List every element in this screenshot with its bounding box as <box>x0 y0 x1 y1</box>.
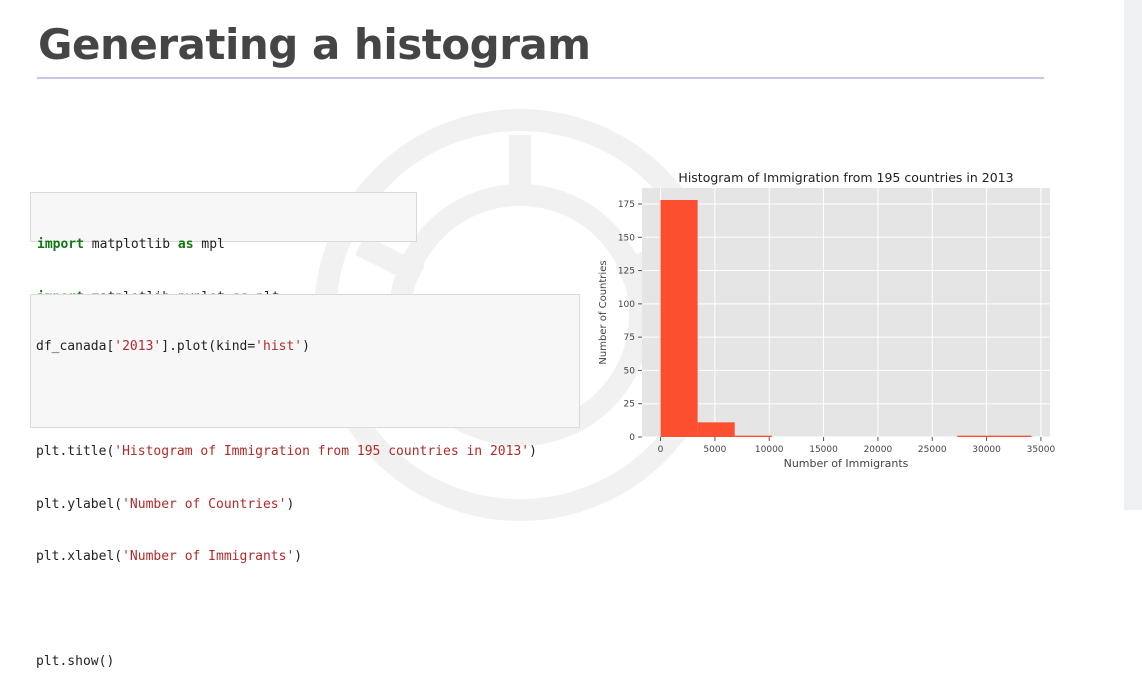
code-cell-imports[interactable]: import matplotlib as mpl import matplotl… <box>30 192 417 305</box>
histogram-chart: 0 5000 10000 15000 20000 25000 30000 35000 0 25 5… <box>598 170 1056 470</box>
histogram-bars <box>660 199 1032 437</box>
x-axis-ticks: 0 5000 10000 15000 20000 25000 30000 35000 <box>658 437 1056 455</box>
histogram-bar <box>697 422 735 437</box>
code-line-ylabel: plt.ylabel('Number of Countries') <box>36 496 295 512</box>
plot-area <box>642 188 1050 437</box>
y-tick-label: 25 <box>624 400 635 410</box>
code-line-title: plt.title('Histogram of Immigration from… <box>36 444 537 459</box>
code-line-show: plt.show() <box>36 654 115 669</box>
y-tick-label: 175 <box>618 200 635 210</box>
x-tick-label: 0 <box>658 445 664 455</box>
y-tick-label: 75 <box>624 333 635 343</box>
y-axis-label: Number of Countries <box>598 260 609 364</box>
histogram-bar <box>660 199 698 437</box>
x-tick-label: 20000 <box>864 445 893 455</box>
code-line-xlabel: plt.xlabel('Number of Immigrants') <box>36 549 303 564</box>
code-cell-plot[interactable]: df_canada['2013'].plot(kind='hist') plt.… <box>30 294 580 669</box>
code-line-plot: df_canada['2013'].plot(kind='hist') <box>36 339 310 354</box>
x-axis-label: Number of Immigrants <box>784 457 909 470</box>
y-tick-label: 125 <box>618 267 635 277</box>
y-tick-label: 100 <box>618 300 635 310</box>
histogram-bar <box>734 435 772 437</box>
slide-title: Generating a histogram <box>38 20 591 69</box>
title-divider <box>37 77 1044 79</box>
x-tick-label: 5000 <box>703 445 726 455</box>
x-tick-label: 35000 <box>1027 445 1056 455</box>
x-tick-label: 10000 <box>755 445 784 455</box>
code-line-import-mpl: import matplotlib as mpl <box>37 237 225 252</box>
y-tick-label: 150 <box>618 233 635 243</box>
x-tick-label: 25000 <box>918 445 947 455</box>
histogram-bar <box>957 435 995 437</box>
x-tick-label: 30000 <box>972 445 1001 455</box>
right-edge-strip <box>1124 0 1142 510</box>
y-axis-ticks: 0 25 50 75 100 125 150 175 <box>618 200 642 443</box>
chart-title: Histogram of Immigration from 195 countr… <box>678 170 1013 185</box>
y-tick-label: 50 <box>624 366 636 376</box>
x-tick-label: 15000 <box>809 445 838 455</box>
histogram-bar <box>994 435 1032 437</box>
y-tick-label: 0 <box>629 433 635 443</box>
